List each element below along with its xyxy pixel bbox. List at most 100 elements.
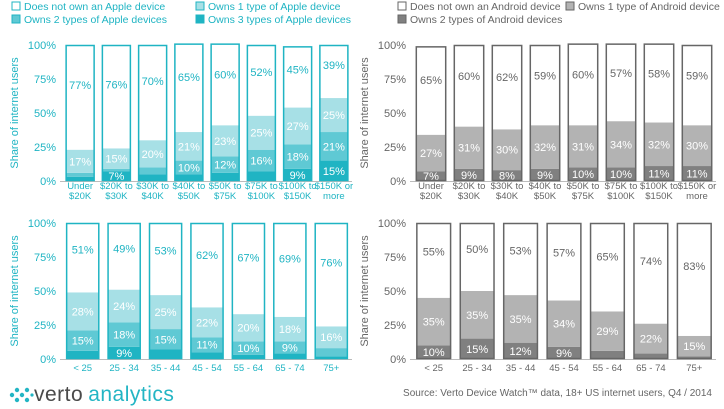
bar-segment [529,45,561,126]
data-label: 62% [496,72,518,84]
bar-segment [246,149,276,172]
bar-segment [210,172,240,181]
bar-segment [643,43,675,123]
data-label: 35% [510,314,532,326]
bar-segment [681,166,713,181]
data-label: 25% [323,110,345,122]
y-tick-label: 25% [34,320,56,332]
data-label: 15% [155,334,177,346]
bar-segment [138,174,168,181]
bar-segment [459,291,495,339]
data-label: 59% [534,70,556,82]
bar-segment [491,129,523,171]
data-label: 25% [155,307,177,319]
category-label: 25 - 34 [109,363,139,374]
data-label: 65% [596,252,618,264]
data-label: 70% [142,76,164,88]
data-label: 49% [113,243,135,255]
bar-segment [273,353,307,359]
data-label: 12% [214,160,236,172]
data-label: 65% [420,75,442,87]
bar-outline [107,222,141,360]
bar-segment [416,345,452,359]
bar-segment [453,45,485,127]
category-label: Under [418,181,444,192]
bar-segment [246,45,276,116]
category-label: $30K [458,191,481,202]
legend-swatch [11,14,21,24]
data-label: 20% [142,149,164,161]
data-label: 53% [510,245,532,257]
y-tick-label: 50% [34,108,56,120]
data-label: 27% [287,121,309,133]
bar-segment [246,115,276,150]
data-label: 21% [178,141,200,153]
bar-segment [529,125,561,169]
bar-segment [459,223,495,291]
bar-segment [190,352,224,359]
data-label: 52% [250,67,272,79]
category-label: 35 - 44 [506,363,536,374]
y-tick-label: 100% [378,218,406,230]
data-label: 34% [610,139,632,151]
chart-panel-3: Share of internet users 0% 25% 50% 75% 100% 15… [9,218,352,374]
data-label: 77% [69,80,91,92]
bar-segment [66,350,100,359]
category-label: 75+ [323,363,340,374]
data-label: 15% [105,154,127,166]
y-tick-label: 75% [34,252,56,264]
category-label: 45 - 54 [192,363,222,374]
bar-outline [65,222,100,360]
bar-segment [681,125,713,167]
category-label: $40K to [529,181,562,192]
data-label: 16% [320,332,342,344]
bar-segment [590,350,625,359]
bar-outline [415,46,447,182]
data-label: 60% [458,71,480,83]
category-label: $40K [496,191,519,202]
bar-segment [459,338,495,359]
bar-segment [605,43,637,122]
bar-segment [190,223,224,308]
bar-segment [453,126,485,169]
y-tick-label: 25% [384,142,406,154]
data-label: 9% [461,170,477,182]
bar-segment [453,168,485,181]
bar-segment [416,297,452,346]
bar-segment [605,167,637,181]
chart-panel-2: Share of internet users0%25%50%75%100%7%… [359,1,720,202]
data-label: 20% [237,323,259,335]
category-label: $40K [142,191,165,202]
bar-segment [107,322,141,347]
bar-outline [137,44,168,182]
bar-segment [319,132,349,161]
category-label: more [323,191,345,202]
bar-segment [101,171,131,181]
bar-segment [643,122,675,167]
bar-segment [283,107,313,145]
bar-segment [190,307,224,338]
data-label: 11% [686,169,707,181]
bar-outline [529,44,561,182]
legend-swatch [11,1,21,11]
bar-segment [231,223,265,315]
bar-outline [453,44,485,182]
bar-outline [681,44,713,182]
y-tick-label: 50% [34,286,56,298]
legend-entry: Owns 2 types of Apple devices [24,14,167,26]
bar-segment [319,98,349,133]
bar-segment [529,168,561,181]
data-label: 59% [686,70,708,82]
bar-segment [633,353,669,359]
bar-segment [174,132,204,161]
category-label: $100K [248,191,276,202]
bar-outline [101,44,132,182]
bar-segment [273,223,307,317]
category-label: $100K to [640,181,678,192]
y-tick-label: 75% [34,74,56,86]
category-label: 55 - 64 [593,363,623,374]
bar-segment [676,356,712,359]
data-label: 34% [553,319,575,331]
data-label: 27% [420,148,442,160]
